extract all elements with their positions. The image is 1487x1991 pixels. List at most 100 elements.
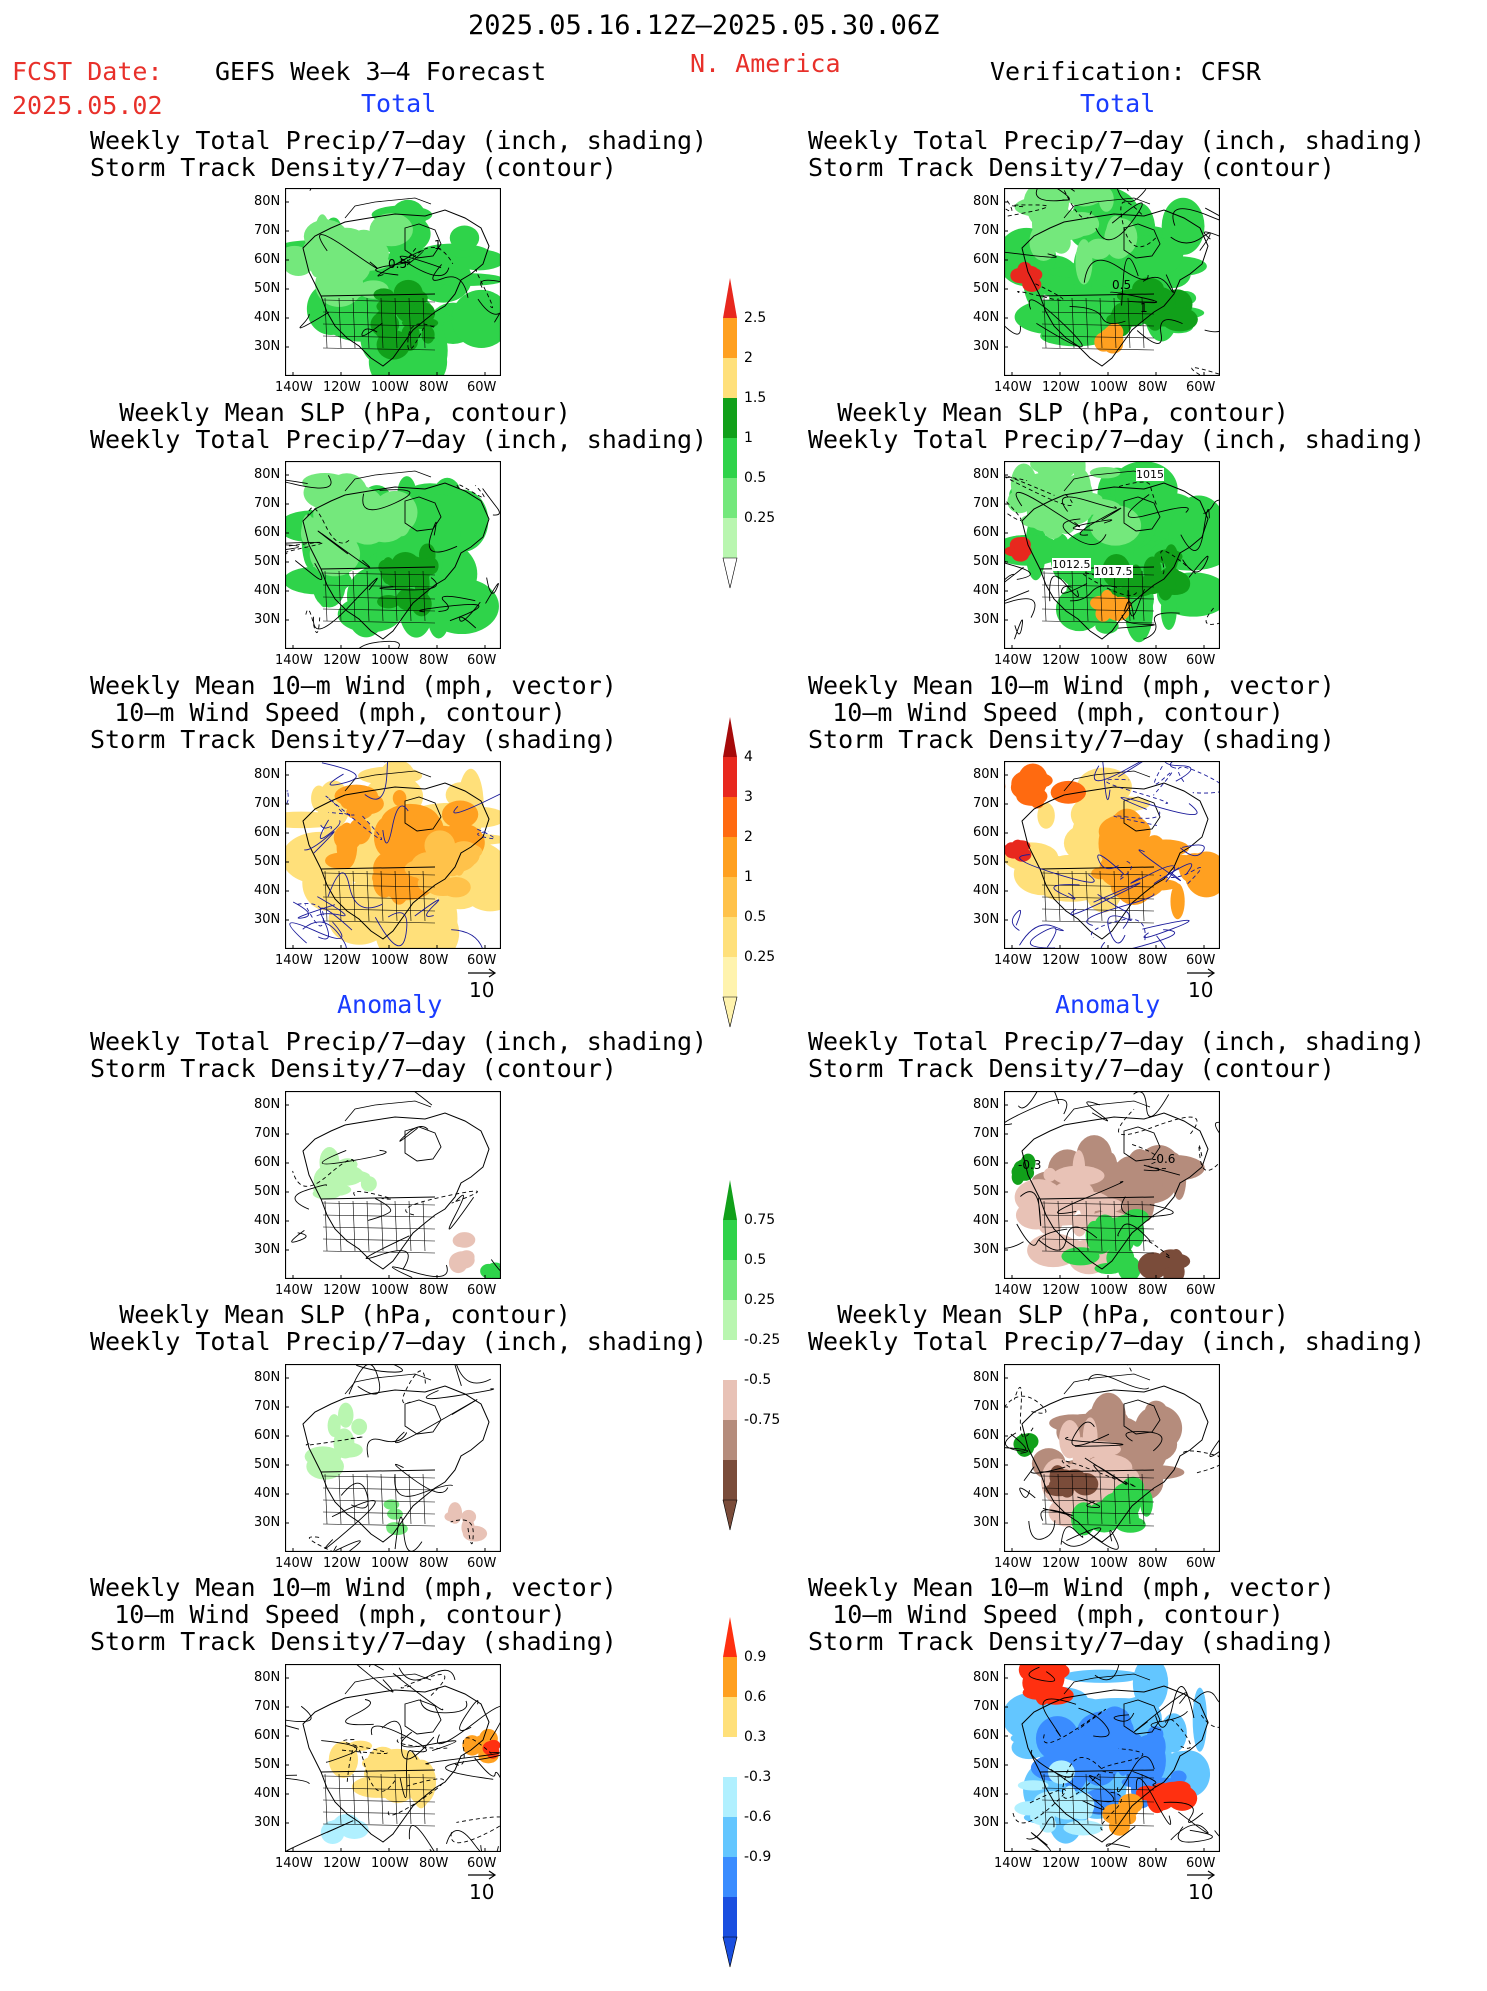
lat-label: 30N: [254, 1242, 281, 1257]
lat-label: 30N: [254, 612, 281, 627]
colorbar-label: 0.6: [744, 1689, 767, 1705]
lon-label: 140W: [275, 380, 313, 395]
lat-label: 60N: [254, 252, 281, 267]
lat-label: 80N: [973, 1097, 1000, 1112]
lat-label: 80N: [254, 467, 281, 482]
lon-label: 140W: [275, 653, 313, 668]
map-fcst-anom-precip: 80N 70N 60N 50N 40N 30N 140W 120W 100W 80W 60W: [254, 1091, 501, 1298]
vector-arrow-icon: [468, 1870, 497, 1880]
lat-label: 30N: [254, 912, 281, 927]
colorbar-label: 4: [744, 749, 753, 765]
lon-label: 60W: [1186, 380, 1216, 395]
lon-label: 140W: [275, 1556, 313, 1571]
lon-label: 80W: [1138, 380, 1168, 395]
lat-label: 70N: [973, 496, 1000, 511]
title-ver-anom-precip: Weekly Total Precip/7–day (inch, shading…: [808, 1027, 1426, 1083]
lat-label: 50N: [973, 1457, 1000, 1472]
lat-label: 50N: [973, 854, 1000, 869]
lat-label: 40N: [973, 310, 1000, 325]
lat-label: 80N: [973, 767, 1000, 782]
lat-label: 60N: [973, 1155, 1000, 1170]
map-ver-total-wind: 80N 70N 60N 50N 40N 30N 140W 120W 100W 80W 60W: [973, 761, 1220, 968]
colorbar-label: 2: [744, 829, 753, 845]
lat-label: 30N: [973, 339, 1000, 354]
lat-label: 60N: [254, 1428, 281, 1443]
lat-label: 70N: [254, 1399, 281, 1414]
section-anomaly-left: Anomaly: [337, 990, 443, 1019]
lat-label: 40N: [973, 1213, 1000, 1228]
map-ver-total-precip: 80N 70N 60N 50N 40N 30N 140W 120W 100W 80W 60W: [973, 188, 1220, 395]
lon-label: 140W: [275, 953, 313, 968]
title-ver-anom-slp: Weekly Mean SLP (hPa, contour) Weekly Tot…: [808, 1300, 1426, 1356]
lat-label: 70N: [254, 496, 281, 511]
lat-label: 30N: [254, 339, 281, 354]
lon-label: 80W: [1138, 1283, 1168, 1298]
lon-label: 120W: [323, 653, 361, 668]
fcst-date-label: FCST Date:: [12, 57, 163, 86]
lon-label: 80W: [419, 1856, 449, 1871]
lat-label: 40N: [254, 883, 281, 898]
lon-label: 80W: [419, 1556, 449, 1571]
colorbar-label: 0.5: [744, 1252, 767, 1268]
title-fcst-anom-precip: Weekly Total Precip/7–day (inch, shading…: [90, 1027, 708, 1083]
lat-label: 40N: [973, 583, 1000, 598]
date-range: 2025.05.16.12Z–2025.05.30.06Z: [468, 10, 940, 41]
fcst-date-value: 2025.05.02: [12, 91, 163, 120]
lon-label: 80W: [1138, 1856, 1168, 1871]
vector-ref-ver-total: 10: [1186, 960, 1216, 1002]
lon-label: 140W: [994, 653, 1032, 668]
lat-label: 80N: [254, 1670, 281, 1685]
lat-label: 70N: [973, 1399, 1000, 1414]
lat-label: 70N: [254, 223, 281, 238]
contour-label: 0.5: [1112, 278, 1132, 292]
lat-label: 40N: [254, 1486, 281, 1501]
lat-label: 50N: [973, 554, 1000, 569]
colorbar-label: 0.25: [744, 510, 776, 526]
lat-label: 40N: [254, 583, 281, 598]
title-ver-total-slp: Weekly Mean SLP (hPa, contour) Weekly Tot…: [808, 398, 1426, 454]
lat-label: 60N: [973, 1728, 1000, 1743]
lon-label: 80W: [419, 653, 449, 668]
lon-label: 100W: [371, 653, 409, 668]
lat-label: 40N: [973, 883, 1000, 898]
colorbar-label: 0.25: [744, 1292, 776, 1308]
lon-label: 80W: [419, 953, 449, 968]
vector-ref-ver-anom: 10: [1186, 1862, 1216, 1904]
lon-label: 60W: [467, 380, 497, 395]
lat-label: 40N: [254, 1213, 281, 1228]
lon-label: 60W: [467, 653, 497, 668]
title-fcst-total-precip: Weekly Total Precip/7–day (inch, shading…: [90, 126, 708, 182]
title-ver-anom-wind: Weekly Mean 10–m Wind (mph, vector) 10–m …: [808, 1573, 1335, 1656]
map-fcst-anom-wind: 80N 70N 60N 50N 40N 30N 140W 120W 100W 80W 60W: [254, 1664, 501, 1871]
colorbar-label: 0.75: [744, 1212, 776, 1228]
lat-label: 40N: [973, 1786, 1000, 1801]
lon-label: 100W: [1090, 1856, 1128, 1871]
colorbar-label: -0.5: [744, 1372, 772, 1388]
section-anomaly-right: Anomaly: [1055, 990, 1161, 1019]
lat-label: 50N: [254, 854, 281, 869]
title-ver-total-precip: Weekly Total Precip/7–day (inch, shading…: [808, 126, 1426, 182]
lat-label: 30N: [973, 1242, 1000, 1257]
lat-label: 50N: [254, 281, 281, 296]
lat-label: 30N: [973, 1815, 1000, 1830]
contour-label: 1012.5: [1052, 558, 1091, 571]
lat-label: 40N: [973, 1486, 1000, 1501]
lat-label: 80N: [973, 467, 1000, 482]
lat-label: 80N: [254, 1097, 281, 1112]
lat-label: 60N: [973, 252, 1000, 267]
lat-label: 50N: [254, 554, 281, 569]
lat-label: 50N: [254, 1184, 281, 1199]
lon-label: 120W: [323, 380, 361, 395]
lon-label: 100W: [371, 1856, 409, 1871]
lat-label: 70N: [973, 1699, 1000, 1714]
vector-arrow-icon: [1187, 1870, 1216, 1880]
lon-label: 60W: [1186, 653, 1216, 668]
contour-label: -0.6: [1152, 1152, 1176, 1166]
verification-label: Verification: CFSR: [990, 57, 1261, 86]
contour-label: 1015: [1136, 468, 1164, 481]
lon-label: 120W: [323, 1856, 361, 1871]
lon-label: 60W: [1186, 1556, 1216, 1571]
colorbar-storm-total: 4 3 2 1 0.5 0.25: [722, 707, 775, 1051]
map-fcst-total-precip: 80N 70N 60N 50N 40N 30N 140W 120W 100W 80W 60W: [254, 188, 501, 395]
vector-arrow-icon: [468, 968, 497, 978]
